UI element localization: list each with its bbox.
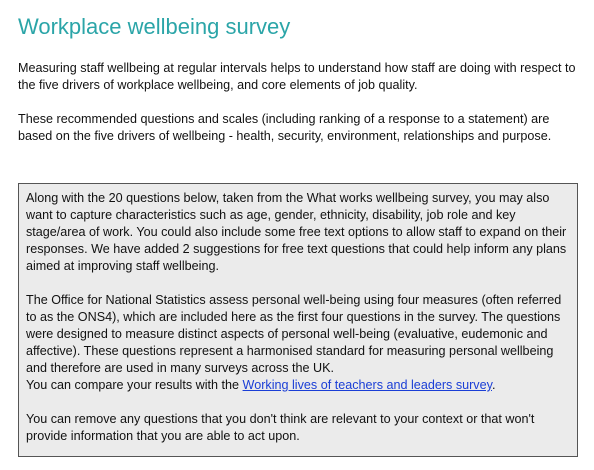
intro-paragraph: These recommended questions and scales (… <box>18 112 552 143</box>
notice-box: Along with the 20 questions below, taken… <box>18 183 578 457</box>
notice-paragraph: The Office for National Statistics asses… <box>26 292 571 394</box>
compare-text: You can compare your results with the <box>26 378 243 392</box>
survey-link[interactable]: Working lives of teachers and leaders su… <box>242 378 492 392</box>
notice-text: The Office for National Statistics asses… <box>26 293 562 375</box>
intro-paragraph: Measuring staff wellbeing at regular int… <box>18 61 576 92</box>
notice-paragraph: Along with the 20 questions below, taken… <box>26 191 567 273</box>
intro: Measuring staff wellbeing at regular int… <box>18 60 578 162</box>
compare-text: . <box>491 378 496 392</box>
notice-paragraph: You can remove any questions that you do… <box>26 412 535 443</box>
page-title: Workplace wellbeing survey <box>18 14 291 39</box>
